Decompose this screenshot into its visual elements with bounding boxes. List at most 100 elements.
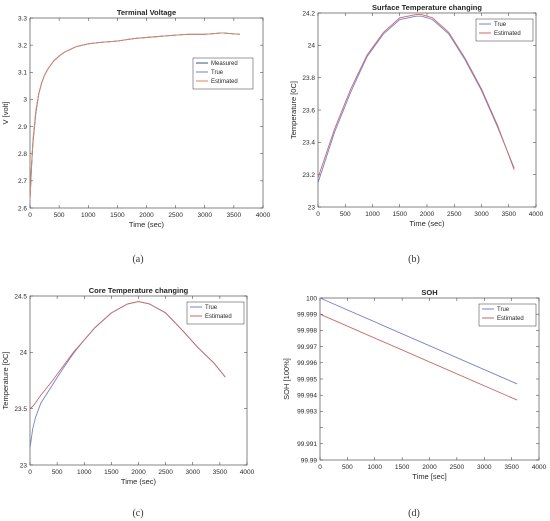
y-tick-label: 24.2	[302, 10, 315, 17]
series-line-estimated	[319, 313, 518, 401]
legend-entry: Estimated	[494, 31, 521, 37]
x-tick-label: 2500	[168, 212, 183, 219]
y-tick-label: 3.3	[18, 15, 27, 22]
x-tick-label: 3500	[502, 211, 517, 218]
y-tick-label: 3	[23, 97, 27, 104]
x-tick-label: 1000	[81, 212, 96, 219]
legend-entry: True	[497, 307, 510, 313]
y-tick-label: 99.998	[297, 328, 317, 335]
x-tick-label: 3500	[504, 464, 519, 471]
legend-entry: Estimated	[497, 316, 524, 322]
y-tick-label: 23.2	[302, 172, 315, 179]
series-line-estimated	[317, 14, 515, 179]
y-tick-label: 23	[20, 462, 28, 469]
y-tick-label: 100	[306, 295, 317, 302]
chart-1: Terminal Voltage 0 500 1000 1500 2000 2500 3000…	[1, 8, 271, 229]
legend: True Estimated	[186, 301, 245, 325]
y-tick-label: 24.5	[14, 293, 27, 300]
legend-entry: Estimated	[205, 314, 232, 320]
series-line-estimated	[29, 32, 240, 200]
x-tick-label: 2500	[447, 211, 462, 218]
x-axis-label: Time (sec)	[409, 219, 445, 228]
plot-area	[29, 17, 264, 209]
x-tick-label: 4000	[532, 464, 547, 471]
x-tick-label: 500	[52, 469, 63, 476]
y-tick-label: 99.999	[297, 312, 317, 319]
y-tick-label: 23	[308, 204, 316, 211]
x-tick-label: 3000	[474, 211, 489, 218]
x-tick-label: 1500	[395, 464, 410, 471]
x-tick-label: 2000	[420, 211, 435, 218]
legend-entry: Estimated	[211, 79, 238, 85]
y-tick-label: 23.6	[302, 107, 315, 114]
y-tick-label: 99.993	[297, 409, 317, 416]
x-axis-label: Time (sec)	[129, 220, 165, 229]
x-tick-label: 500	[340, 211, 351, 218]
chart-title: Terminal Voltage	[117, 8, 176, 17]
x-axis-label: Time (sec)	[121, 477, 157, 486]
x-tick-label: 0	[316, 211, 320, 218]
x-tick-label: 3000	[198, 212, 213, 219]
legend-entry: True	[211, 70, 224, 76]
x-tick-label: 4000	[529, 211, 544, 218]
legend-entry: True	[494, 22, 507, 28]
y-tick-label: 99.995	[297, 376, 317, 383]
x-axis-label: Time [sec]	[412, 472, 446, 481]
x-tick-label: 3000	[477, 464, 492, 471]
chart-3: Core Temperature changing 0 500 1000 1500 200…	[1, 286, 255, 486]
chart-4: SOH 0 500 1000 1500 2000 2500 3000 3500 4000 99.99…	[282, 288, 547, 481]
y-tick-label: 99.997	[297, 344, 317, 351]
x-tick-label: 500	[342, 464, 353, 471]
x-tick-label: 1000	[365, 211, 380, 218]
y-tick-label: 2.7	[18, 178, 27, 185]
y-axis-label: SOH [100%]	[282, 358, 291, 400]
panel-label-d: (d)	[408, 508, 420, 519]
y-tick-label: 99.99	[301, 457, 318, 464]
legend-entry: Measured	[211, 61, 238, 67]
x-tick-label: 2000	[131, 469, 146, 476]
plot-area	[317, 12, 537, 208]
y-tick-label: 2.8	[18, 151, 27, 158]
series-line-estimated	[29, 301, 226, 410]
panel-label-a: (a)	[132, 254, 144, 265]
x-tick-label: 500	[54, 212, 65, 219]
x-tick-label: 0	[28, 212, 32, 219]
y-tick-label: 2.6	[18, 205, 27, 212]
y-axis-label: Temperature [0C]	[289, 81, 298, 139]
y-tick-label: 23.4	[302, 140, 315, 147]
x-tick-label: 1500	[110, 212, 125, 219]
series-line-true	[319, 297, 518, 385]
x-tick-label: 3000	[186, 469, 201, 476]
legend: Measured True Estimated	[192, 57, 254, 90]
legend: True Estimated	[478, 303, 537, 327]
panel-label-c: (c)	[132, 508, 144, 519]
y-tick-label: 2.9	[18, 124, 27, 131]
chart-title: Core Temperature changing	[89, 286, 189, 295]
chart-title: SOH	[421, 288, 437, 297]
x-tick-label: 3500	[227, 212, 242, 219]
x-tick-label: 4000	[256, 212, 271, 219]
y-axis-label: V [volt]	[1, 102, 10, 125]
x-tick-label: 2500	[450, 464, 465, 471]
y-tick-label: 23.5	[14, 406, 27, 413]
chart-2: Surface Temperature changing 0 500 1000 1500…	[289, 3, 544, 228]
y-tick-label: 23.8	[302, 75, 315, 82]
x-tick-label: 1000	[368, 464, 383, 471]
y-tick-label: 24	[308, 43, 316, 50]
y-tick-label: 99.994	[297, 393, 317, 400]
legend-entry: True	[205, 305, 218, 311]
y-tick-label: 99.996	[297, 360, 317, 367]
x-tick-label: 2000	[422, 464, 437, 471]
y-tick-label: 99.991	[297, 441, 317, 448]
x-tick-label: 0	[318, 464, 322, 471]
y-tick-label: 3.2	[18, 42, 27, 49]
x-tick-label: 4000	[240, 469, 255, 476]
x-tick-label: 1000	[77, 469, 92, 476]
y-axis-label: Temperature [0C]	[1, 352, 10, 410]
x-tick-label: 0	[28, 469, 32, 476]
y-tick-label: 24	[20, 350, 28, 357]
series-line-true	[317, 15, 515, 183]
x-tick-label: 1500	[393, 211, 408, 218]
legend: True Estimated	[475, 18, 534, 42]
